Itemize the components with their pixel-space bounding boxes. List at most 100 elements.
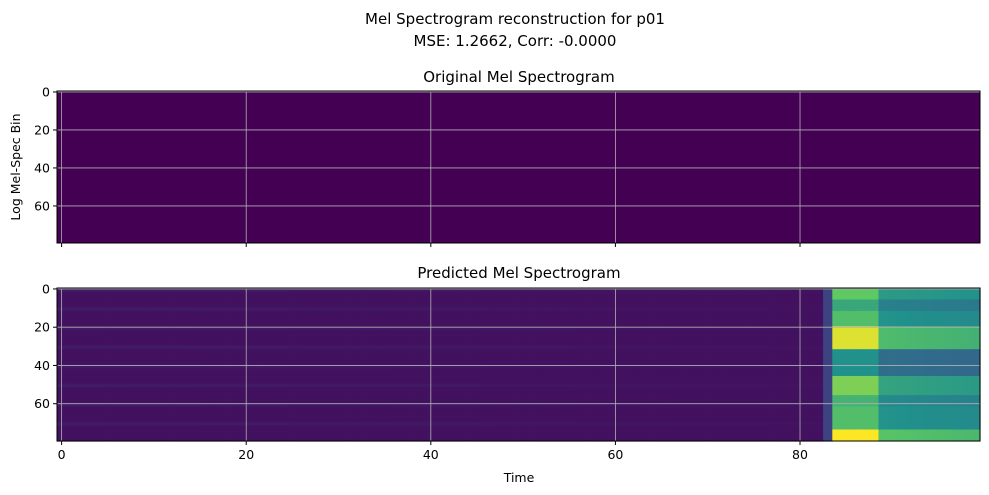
predicted-heatmap-cell <box>232 291 243 297</box>
predicted-heatmap-cell <box>352 437 363 442</box>
predicted-heatmap-cell <box>887 383 898 389</box>
predicted-heatmap-cell <box>398 364 409 369</box>
predicted-heatmap-cell <box>407 353 418 358</box>
predicted-heatmap-cell <box>232 356 243 362</box>
predicted-heatmap-cell <box>130 318 141 324</box>
predicted-heatmap-cell <box>361 314 372 320</box>
predicted-heatmap-cell <box>675 414 686 419</box>
predicted-heatmap-cell <box>269 421 280 427</box>
predicted-heatmap-cell <box>269 314 280 320</box>
predicted-heatmap-cell <box>666 379 677 385</box>
predicted-heatmap-cell <box>915 307 926 312</box>
predicted-heatmap-cell <box>860 322 870 327</box>
predicted-heatmap-cell <box>555 318 566 324</box>
predicted-heatmap-cell <box>712 429 723 434</box>
predicted-heatmap-cell <box>453 429 464 434</box>
predicted-heatmap-cell <box>500 379 510 385</box>
predicted-heatmap-cell <box>564 364 575 369</box>
predicted-heatmap-cell <box>195 330 206 335</box>
predicted-heatmap-cell <box>869 433 880 438</box>
predicted-heatmap-cell <box>869 330 880 335</box>
predicted-heatmap-cell <box>66 387 77 392</box>
predicted-heatmap-cell <box>684 429 695 434</box>
predicted-heatmap-cell <box>555 379 566 385</box>
predicted-heatmap-cell <box>767 433 778 438</box>
predicted-heatmap-cell <box>546 322 557 327</box>
predicted-heatmap-cell <box>112 395 123 400</box>
predicted-heatmap-cell <box>666 353 677 358</box>
predicted-heatmap-cell <box>970 326 981 331</box>
predicted-heatmap-cell <box>130 299 141 304</box>
predicted-heatmap-cell <box>767 318 778 324</box>
predicted-heatmap-cell <box>878 345 889 350</box>
predicted-heatmap-cell <box>380 330 390 335</box>
predicted-heatmap-cell <box>656 360 667 366</box>
predicted-heatmap-cell <box>786 307 796 312</box>
predicted-heatmap-cell <box>675 418 686 423</box>
predicted-heatmap-cell <box>887 288 898 293</box>
predicted-heatmap-cell <box>583 307 593 312</box>
predicted-heatmap-cell <box>970 349 981 354</box>
predicted-heatmap-cell <box>592 368 603 373</box>
predicted-heatmap-cell <box>656 303 667 308</box>
predicted-heatmap-cell <box>380 303 390 308</box>
predicted-heatmap-cell <box>407 364 418 369</box>
predicted-heatmap-cell <box>490 330 501 335</box>
predicted-heatmap-cell <box>527 299 538 304</box>
predicted-heatmap-cell <box>361 322 372 327</box>
predicted-heatmap-cell <box>786 437 796 442</box>
predicted-heatmap-cell <box>749 288 760 293</box>
predicted-heatmap-cell <box>721 406 732 411</box>
predicted-heatmap-cell <box>287 307 298 312</box>
predicted-heatmap-cell <box>841 433 852 438</box>
predicted-heatmap-cell <box>112 310 123 316</box>
predicted-heatmap-cell <box>463 402 473 408</box>
predicted-heatmap-cell <box>278 318 289 324</box>
predicted-heatmap-cell <box>130 333 141 339</box>
predicted-heatmap-cell <box>933 333 944 339</box>
predicted-heatmap-cell <box>518 429 529 434</box>
predicted-heatmap-cell <box>841 375 852 381</box>
predicted-heatmap-cell <box>684 406 695 411</box>
predicted-heatmap-cell <box>195 406 206 411</box>
predicted-heatmap-cell <box>352 379 363 385</box>
predicted-heatmap-cell <box>398 372 409 377</box>
predicted-heatmap-cell <box>841 337 852 343</box>
predicted-heatmap-cell <box>361 299 372 304</box>
predicted-heatmap-cell <box>416 341 427 346</box>
predicted-heatmap-cell <box>453 337 464 343</box>
predicted-heatmap-cell <box>740 421 750 427</box>
predicted-heatmap-cell <box>573 402 584 408</box>
predicted-heatmap-cell <box>490 314 501 320</box>
predicted-heatmap-cell <box>970 418 981 423</box>
predicted-heatmap-cell <box>333 307 344 312</box>
predicted-heatmap-cell <box>887 360 898 366</box>
predicted-heatmap-cell <box>167 414 178 419</box>
predicted-heatmap-cell <box>518 368 529 373</box>
predicted-heatmap-cell <box>693 398 704 404</box>
predicted-heatmap-cell <box>703 322 713 327</box>
predicted-heatmap-cell <box>573 337 584 343</box>
predicted-heatmap-cell <box>140 318 150 324</box>
predicted-heatmap-cell <box>841 288 852 293</box>
predicted-heatmap-cell <box>490 364 501 369</box>
predicted-heatmap-cell <box>961 410 972 415</box>
predicted-heatmap-cell <box>352 326 363 331</box>
predicted-heatmap-cell <box>93 310 104 316</box>
predicted-heatmap-cell <box>629 288 640 293</box>
predicted-heatmap-cell <box>887 375 898 381</box>
predicted-heatmap-cell <box>684 353 695 358</box>
predicted-heatmap-cell <box>703 299 713 304</box>
predicted-heatmap-cell <box>518 345 529 350</box>
predicted-heatmap-cell <box>915 303 926 308</box>
predicted-heatmap-cell <box>269 433 280 438</box>
predicted-heatmap-cell <box>463 410 473 415</box>
predicted-heatmap-cell <box>703 310 713 316</box>
predicted-heatmap-cell <box>592 406 603 411</box>
predicted-heatmap-cell <box>721 391 732 396</box>
predicted-heatmap-cell <box>370 379 381 385</box>
predicted-heatmap-cell <box>232 391 243 396</box>
predicted-heatmap-cell <box>407 375 418 381</box>
predicted-heatmap-cell <box>952 303 963 308</box>
